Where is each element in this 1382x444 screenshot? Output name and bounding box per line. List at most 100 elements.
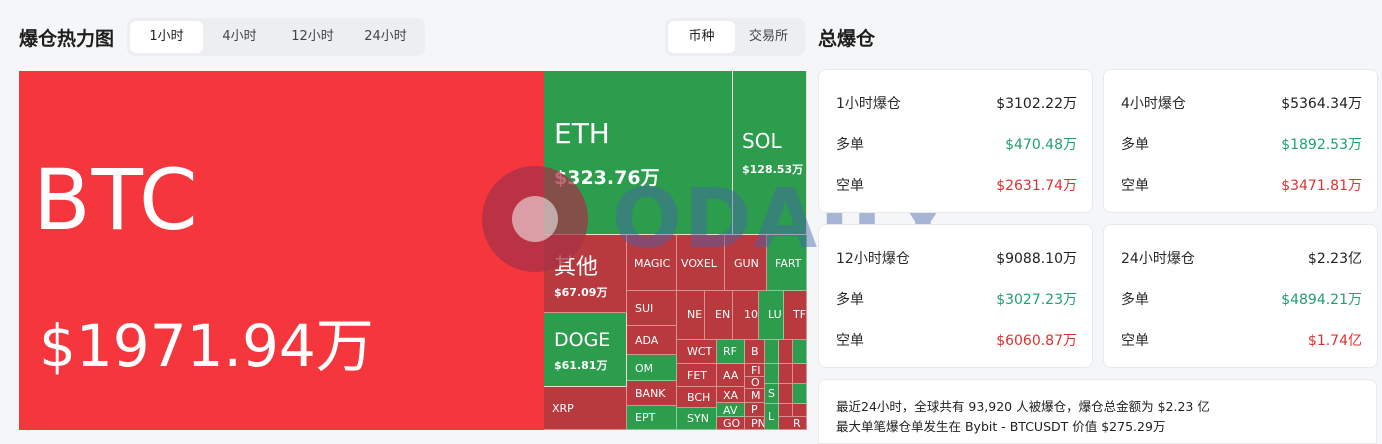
tile-om[interactable]: OM <box>627 355 677 381</box>
tile-r4[interactable] <box>779 384 793 404</box>
short-value: $6060.87万 <box>996 333 1077 349</box>
summary-line-2: 最大单笔爆仓单发生在 Bybit - BTCUSDT 价值 $275.29万 <box>836 419 1166 434</box>
tile-voxel[interactable]: VOXEL <box>677 235 725 291</box>
liquidation-heatmap: BTC $1971.94万 ETH $323.76万 SOL $128.53万 … <box>19 71 807 430</box>
tile-pn[interactable]: PN <box>745 417 765 430</box>
tile-r[interactable]: R <box>779 417 807 430</box>
stat-total: $9088.10万 <box>996 251 1077 267</box>
tab-24h[interactable]: 24小时 <box>364 29 407 44</box>
tile-syn[interactable]: SYN <box>677 408 717 430</box>
tile-r1[interactable] <box>779 340 793 364</box>
long-value: $4894.21万 <box>1281 292 1362 308</box>
short-label: 空单 <box>836 333 864 349</box>
tile-fi[interactable]: Fl <box>745 364 765 377</box>
tile-eth[interactable]: ETH $323.76万 <box>544 71 733 235</box>
tile-doge-value: $61.81万 <box>554 359 608 372</box>
stat-title: 12小时爆仓 <box>836 251 910 267</box>
summary-line-1: 最近24小时，全球共有 93,920 人被爆仓，爆仓总金额为 $2.23 亿 <box>836 399 1210 414</box>
short-label: 空单 <box>1121 178 1149 194</box>
long-value: $470.48万 <box>1005 137 1077 153</box>
tile-p[interactable]: P <box>745 403 765 417</box>
tile-en[interactable]: EN <box>705 291 733 340</box>
tile-g1[interactable] <box>765 340 779 364</box>
stat-total: $3102.22万 <box>996 96 1077 112</box>
tile-b[interactable]: B <box>745 340 765 364</box>
tile-lu[interactable]: LU <box>759 291 784 340</box>
tile-r2[interactable] <box>779 364 793 384</box>
summary-info-box: 最近24小时，全球共有 93,920 人被爆仓，爆仓总金额为 $2.23 亿 最… <box>818 379 1377 444</box>
stat-card-12h: 12小时爆仓 $9088.10万 多单 $3027.23万 空单 $6060.87万 <box>818 224 1093 368</box>
tile-m[interactable]: M <box>745 389 765 403</box>
page-title: 爆仓热力图 <box>19 28 115 50</box>
tile-fart[interactable]: FART <box>767 235 807 291</box>
stat-title: 4小时爆仓 <box>1121 96 1186 112</box>
tile-sol-name: SOL <box>742 129 782 153</box>
tile-other-name: 其他 <box>554 255 599 280</box>
summary-title: 总爆仓 <box>818 28 876 50</box>
tile-btc-value: $1971.94万 <box>39 312 374 380</box>
tile-btc-name: BTC <box>33 151 199 249</box>
tile-wct[interactable]: WCT <box>677 340 717 364</box>
tile-doge[interactable]: DOGE $61.81万 <box>544 313 627 387</box>
short-label: 空单 <box>836 178 864 194</box>
tab-coin[interactable]: 币种 <box>668 21 735 53</box>
tile-g2[interactable] <box>793 340 807 364</box>
tile-r5[interactable] <box>779 404 793 417</box>
tile-xa[interactable]: XA <box>717 387 745 403</box>
tile-ne[interactable]: NE <box>677 291 705 340</box>
tile-g4[interactable] <box>793 384 807 404</box>
stat-total: $5364.34万 <box>1281 96 1362 112</box>
stat-title: 24小时爆仓 <box>1121 251 1195 267</box>
short-value: $2631.74万 <box>996 178 1077 194</box>
short-label: 空单 <box>1121 333 1149 349</box>
long-value: $1892.53万 <box>1281 137 1362 153</box>
long-label: 多单 <box>1121 292 1149 308</box>
tile-o[interactable]: O <box>745 377 765 389</box>
tile-sol[interactable]: SOL $128.53万 <box>733 71 807 235</box>
long-label: 多单 <box>1121 137 1149 153</box>
tile-xrp[interactable]: XRP <box>544 387 627 430</box>
tile-rf[interactable]: RF <box>717 340 745 364</box>
tile-s[interactable]: S <box>765 384 779 404</box>
tile-btc[interactable]: BTC $1971.94万 <box>19 71 544 430</box>
tile-r3[interactable] <box>793 364 807 384</box>
tile-other[interactable]: 其他 $67.09万 <box>544 235 627 313</box>
tile-go[interactable]: GO <box>717 417 745 430</box>
tab-4h[interactable]: 4小时 <box>222 29 257 44</box>
stat-title: 1小时爆仓 <box>836 96 901 112</box>
tab-12h[interactable]: 12小时 <box>291 29 334 44</box>
tab-exchange[interactable]: 交易所 <box>748 29 788 44</box>
tile-bch[interactable]: BCH <box>677 387 717 408</box>
tile-r6[interactable] <box>793 404 807 417</box>
stat-card-1h: 1小时爆仓 $3102.22万 多单 $470.48万 空单 $2631.74万 <box>818 69 1093 213</box>
long-label: 多单 <box>836 292 864 308</box>
time-range-tabs: 1小时 4小时 12小时 24小时 <box>127 18 425 56</box>
tile-10[interactable]: 10 <box>733 291 759 340</box>
tile-g3[interactable] <box>765 364 779 384</box>
tile-av[interactable]: AV <box>717 403 745 417</box>
tile-eth-name: ETH <box>554 117 610 150</box>
short-value: $3471.81万 <box>1281 178 1362 194</box>
stat-card-4h: 4小时爆仓 $5364.34万 多单 $1892.53万 空单 $3471.81万 <box>1103 69 1378 213</box>
tab-1h[interactable]: 1小时 <box>130 21 203 53</box>
tile-ada[interactable]: ADA <box>627 326 677 355</box>
tile-sui[interactable]: SUI <box>627 291 677 326</box>
tile-tf[interactable]: TF <box>784 291 807 340</box>
group-by-tabs: 币种 交易所 <box>665 18 805 56</box>
long-label: 多单 <box>836 137 864 153</box>
tile-gun[interactable]: GUN <box>725 235 767 291</box>
tile-doge-name: DOGE <box>554 329 611 351</box>
tile-eth-value: $323.76万 <box>554 167 660 189</box>
stat-card-24h: 24小时爆仓 $2.23亿 多单 $4894.21万 空单 $1.74亿 <box>1103 224 1378 368</box>
tile-bank[interactable]: BANK <box>627 381 677 406</box>
tile-magic[interactable]: MAGIC <box>627 235 677 291</box>
short-value: $1.74亿 <box>1307 333 1362 349</box>
tile-l[interactable]: L <box>765 404 779 430</box>
tile-aa[interactable]: AA <box>717 364 745 387</box>
tile-fet[interactable]: FET <box>677 364 717 387</box>
long-value: $3027.23万 <box>996 292 1077 308</box>
tile-ept[interactable]: EPT <box>627 406 677 430</box>
stat-total: $2.23亿 <box>1307 251 1362 267</box>
tile-sol-value: $128.53万 <box>742 163 804 176</box>
tile-xrp-name: XRP <box>552 402 574 415</box>
